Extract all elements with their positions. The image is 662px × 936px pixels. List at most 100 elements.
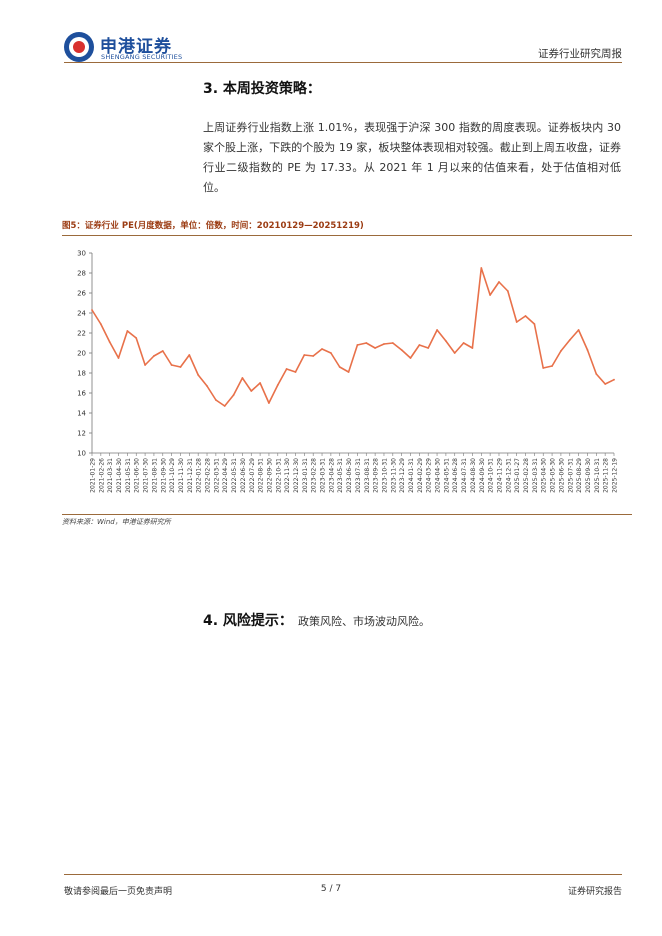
y-tick-label: 18 [77, 370, 86, 378]
x-tick-label: 2021-07-30 [143, 458, 150, 493]
y-tick-label: 26 [77, 290, 86, 298]
data-point [427, 347, 430, 349]
x-tick-label: 2024-11-29 [496, 458, 503, 493]
x-tick-label: 2023-04-28 [328, 458, 335, 493]
x-tick-label: 2022-06-30 [240, 458, 247, 493]
x-tick-label: 2023-05-31 [337, 458, 344, 493]
x-tick-label: 2021-01-29 [90, 458, 97, 493]
data-point [330, 352, 332, 354]
data-point [400, 349, 403, 351]
x-tick-label: 2025-03-31 [532, 458, 539, 493]
data-point [471, 347, 474, 349]
data-point [568, 339, 571, 341]
logo-mark-icon [64, 32, 94, 62]
data-point [391, 342, 394, 344]
data-point [586, 349, 589, 351]
y-tick-label: 24 [77, 310, 86, 318]
data-point [285, 368, 288, 370]
data-point [347, 371, 350, 373]
x-tick-label: 2023-11-30 [390, 458, 397, 493]
x-tick-label: 2025-11-28 [603, 458, 610, 493]
data-point [356, 344, 359, 346]
data-point [577, 329, 580, 331]
data-point [418, 344, 421, 346]
pe-line-chart: 10 12 14 16 18 20 22 24 26 28 30 2021-01-29 2021-02-… [77, 250, 618, 493]
data-point [161, 350, 164, 352]
x-tick-label: 2025-01-27 [514, 458, 521, 493]
x-tick-label: 2024-06-28 [452, 458, 459, 493]
page-number: 5 / 7 [320, 884, 342, 894]
x-tick-label: 2021-12-31 [187, 458, 194, 493]
x-tick-label: 2021-11-30 [178, 458, 185, 493]
x-tick-label: 2021-08-31 [151, 458, 158, 493]
data-point [480, 267, 483, 269]
figure-title: 图5：证券行业 PE(月度数据，单位：倍数，时间：20210129—202512… [62, 221, 364, 231]
x-tick-label: 2021-03-31 [107, 458, 114, 493]
x-tick-label: 2025-05-30 [550, 458, 557, 493]
x-tick-label: 2023-09-28 [373, 458, 380, 493]
x-tick-label: 2025-04-30 [541, 458, 548, 493]
data-point [338, 366, 341, 368]
x-tick-label: 2021-02-26 [98, 458, 105, 493]
data-point [445, 340, 447, 342]
data-point [560, 350, 562, 352]
data-point [91, 309, 93, 311]
x-tick-label: 2022-10-31 [275, 458, 282, 493]
data-point [188, 354, 191, 356]
data-point [409, 357, 412, 359]
x-tick-label: 2025-06-30 [558, 458, 565, 493]
data-point [259, 382, 261, 384]
data-point [294, 371, 297, 373]
data-point [126, 330, 129, 332]
footer-disclaimer: 敬请参阅最后一页免责声明 [64, 887, 173, 897]
data-point [542, 367, 545, 369]
x-tick-label: 2021-06-30 [134, 458, 141, 493]
data-point [206, 385, 208, 387]
data-point [613, 378, 615, 381]
x-tick-label: 2022-08-31 [258, 458, 265, 493]
report-type: 证券行业研究周报 [538, 48, 622, 60]
data-point [595, 373, 598, 375]
figure-top-rule [62, 235, 632, 236]
x-tick-label: 2025-09-30 [585, 458, 592, 493]
data-point [241, 377, 244, 379]
x-tick-label: 2023-06-30 [346, 458, 353, 493]
data-point [365, 342, 368, 344]
footer-divider [64, 874, 622, 875]
header-divider [64, 62, 622, 63]
data-point [374, 347, 376, 349]
data-point [250, 390, 253, 392]
data-point [99, 323, 102, 325]
data-point [303, 354, 306, 356]
x-tick-label: 2021-04-30 [116, 458, 123, 493]
data-point [453, 352, 456, 354]
logo-text-en: SHENGANG SECURITIES [101, 53, 183, 61]
data-point [170, 364, 173, 366]
x-tick-label: 2025-08-29 [576, 458, 583, 493]
x-tick-label: 2021-10-29 [169, 458, 176, 493]
data-point [197, 374, 200, 376]
x-tick-label: 2022-12-30 [293, 458, 300, 493]
data-point [153, 355, 155, 357]
y-tick-label: 16 [77, 390, 86, 398]
x-tick-label: 2024-07-31 [461, 458, 468, 493]
x-tick-label: 2024-12-31 [505, 458, 512, 493]
data-point [524, 315, 527, 317]
logo-text-cn: 申港证券 [100, 37, 172, 57]
y-tick-label: 14 [77, 410, 86, 418]
figure-bottom-rule [62, 514, 632, 515]
x-tick-label: 2025-07-31 [567, 458, 574, 493]
pe-series-line [91, 267, 615, 407]
x-tick-label: 2023-07-31 [355, 458, 362, 493]
x-tick-label: 2021-05-31 [125, 458, 132, 493]
x-tick-label: 2023-10-31 [381, 458, 388, 493]
section-3-paragraph: 上周证券行业指数上涨 1.01%，表现强于沪深 300 指数的周度表现。证券板块… [203, 121, 621, 194]
data-point [232, 394, 235, 396]
y-tick-label: 12 [77, 430, 86, 438]
data-point [215, 399, 217, 401]
x-tick-label: 2022-11-30 [284, 458, 291, 493]
x-tick-label: 2024-01-31 [408, 458, 415, 493]
x-tick-label: 2023-01-31 [302, 458, 309, 493]
x-tick-label: 2023-02-28 [311, 458, 318, 493]
data-point [498, 281, 500, 283]
